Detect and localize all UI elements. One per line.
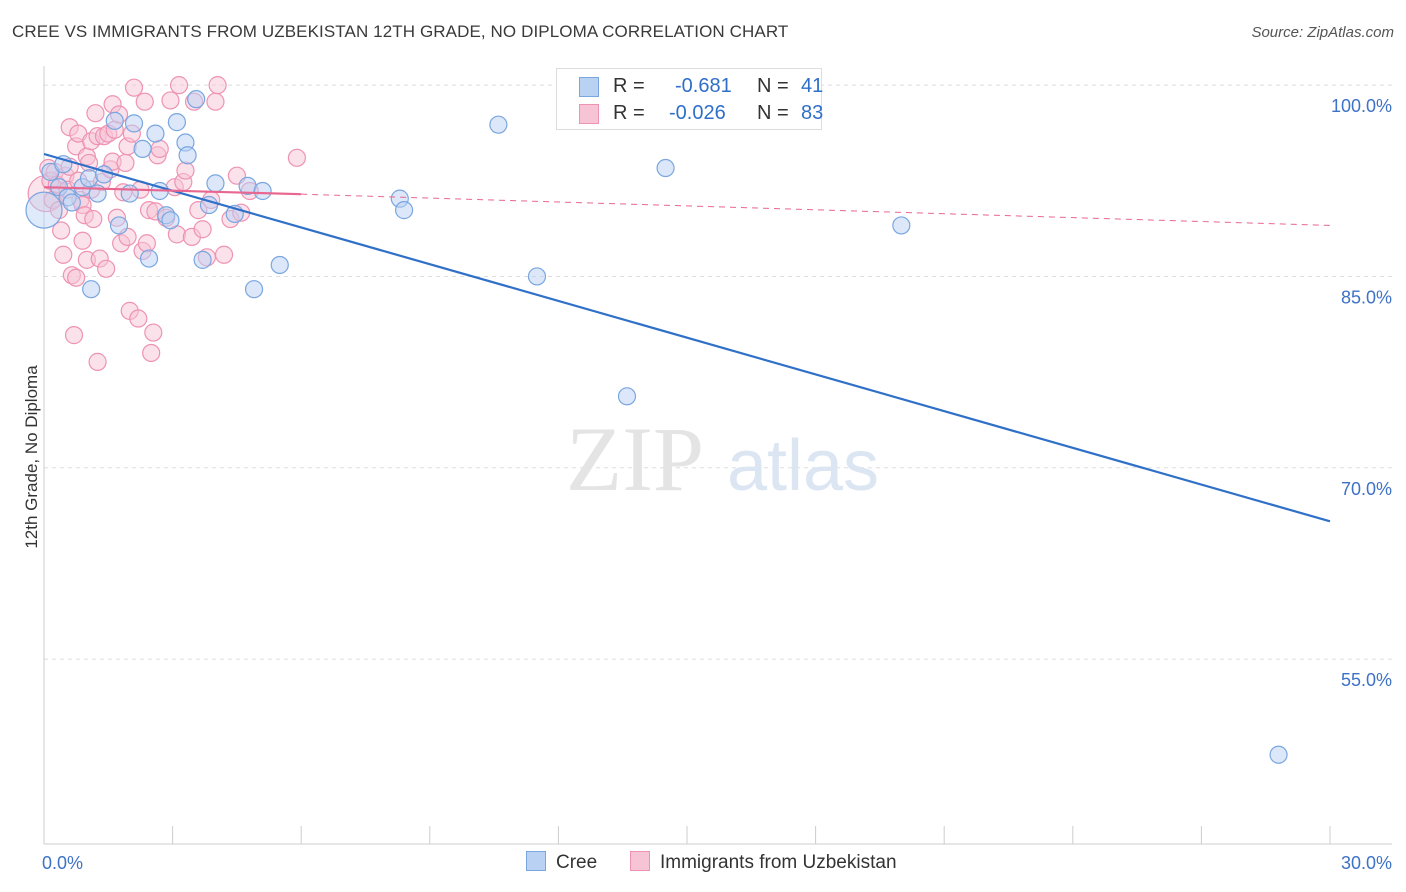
uzbekistan-point bbox=[287, 148, 307, 167]
x-tick-label: 30.0% bbox=[1341, 853, 1392, 873]
cree-point bbox=[527, 267, 547, 286]
uzbekistan-point bbox=[73, 231, 92, 250]
uzbekistan-point bbox=[84, 209, 103, 229]
y-tick-label: 85.0% bbox=[1341, 287, 1392, 307]
uzbekistan-point bbox=[52, 221, 71, 240]
legend-swatch-uzbekistan bbox=[579, 104, 599, 124]
cree-point bbox=[124, 114, 144, 133]
uzbekistan-point bbox=[161, 91, 180, 110]
cree-point bbox=[193, 250, 212, 269]
uzbekistan-point bbox=[129, 309, 148, 328]
cree-point bbox=[1269, 745, 1288, 764]
cree-point bbox=[82, 280, 101, 299]
uzbekistan-trend-line-dashed bbox=[301, 193, 1331, 226]
cree-point bbox=[178, 146, 197, 165]
cree-point bbox=[244, 280, 264, 299]
uzbekistan-point bbox=[169, 76, 189, 95]
source-label: Source: ZipAtlas.com bbox=[1251, 24, 1394, 41]
bottom-legend-label-cree: Cree bbox=[556, 852, 598, 873]
uzbekistan-point bbox=[86, 104, 105, 123]
legend-r-value: -0.681 bbox=[675, 75, 732, 97]
cree-point bbox=[109, 216, 129, 235]
cree-point bbox=[146, 124, 165, 143]
cree-point bbox=[187, 90, 206, 109]
cree-point bbox=[656, 158, 675, 178]
cree-point bbox=[489, 115, 508, 134]
uzbekistan-point bbox=[88, 352, 107, 371]
uzbekistan-point bbox=[142, 343, 161, 363]
cree-points bbox=[25, 90, 1288, 764]
legend-n-label: N = bbox=[757, 75, 789, 97]
cree-point bbox=[161, 211, 180, 230]
uzbekistan-point bbox=[193, 220, 212, 239]
uzbekistan-point bbox=[214, 245, 234, 264]
legend-swatch-cree bbox=[579, 77, 599, 97]
bottom-legend-uzbekistan: Immigrants from Uzbekistan bbox=[630, 851, 897, 874]
cree-point bbox=[62, 193, 81, 212]
cree-point bbox=[617, 387, 637, 406]
stats-legend: R = -0.681 N = 41 R = -0.026 N = 83 bbox=[556, 68, 824, 130]
uzbekistan-point bbox=[206, 92, 225, 111]
bottom-legend-swatch-cree bbox=[526, 851, 546, 871]
cree-trend-line bbox=[43, 152, 1331, 523]
uzbekistan-trend-line bbox=[43, 186, 302, 196]
cree-point bbox=[167, 113, 186, 132]
cree-point bbox=[120, 184, 139, 203]
y-axis-label: 12th Grade, No Diploma bbox=[22, 365, 41, 549]
cree-point bbox=[133, 139, 152, 159]
uzbekistan-point bbox=[116, 153, 135, 173]
cree-point bbox=[253, 181, 272, 201]
x-tick-label: 0.0% bbox=[42, 853, 83, 873]
y-tick-label: 55.0% bbox=[1341, 670, 1392, 690]
uzbekistan-point bbox=[150, 139, 169, 159]
grid-lines bbox=[44, 84, 1392, 660]
cree-point bbox=[79, 169, 99, 188]
cree-point bbox=[394, 201, 414, 220]
watermark-atlas: atlas bbox=[727, 426, 879, 506]
chart-title: CREE VS IMMIGRANTS FROM UZBEKISTAN 12TH … bbox=[12, 22, 789, 41]
cree-point bbox=[892, 216, 911, 235]
uzbekistan-point bbox=[176, 161, 195, 180]
uzbekistan-point bbox=[64, 326, 84, 345]
legend-r-label: R = bbox=[613, 75, 645, 97]
bottom-legend-swatch-uzbekistan bbox=[630, 851, 650, 871]
legend-r-value: -0.026 bbox=[669, 102, 726, 124]
uzbekistan-point bbox=[208, 76, 227, 95]
uzbekistan-point bbox=[67, 268, 86, 287]
uzbekistan-point bbox=[97, 259, 116, 278]
legend-n-value: 41 bbox=[801, 75, 824, 97]
tick-labels: 100.0% 85.0% 70.0% 55.0% 0.0% 30.0% bbox=[42, 96, 1392, 873]
uzbekistan-point bbox=[54, 245, 73, 264]
watermark-zip: ZIP bbox=[566, 408, 704, 510]
bottom-legend-label-uzbekistan: Immigrants from Uzbekistan bbox=[660, 852, 897, 873]
legend-n-value: 83 bbox=[801, 102, 824, 124]
uzbekistan-point bbox=[124, 78, 144, 97]
axes bbox=[43, 66, 1392, 845]
cree-point bbox=[105, 111, 124, 130]
cree-point bbox=[270, 255, 289, 275]
cree-point bbox=[206, 174, 225, 193]
cree-point bbox=[139, 249, 159, 268]
bottom-legend-cree: Cree bbox=[526, 851, 597, 874]
uzbekistan-point bbox=[137, 234, 156, 253]
uzbekistan-point bbox=[135, 92, 154, 111]
legend-n-label: N = bbox=[757, 102, 789, 124]
uzbekistan-point bbox=[144, 323, 163, 342]
y-tick-label: 70.0% bbox=[1341, 479, 1392, 499]
legend-r-label: R = bbox=[613, 102, 645, 124]
y-tick-label: 100.0% bbox=[1331, 96, 1392, 116]
cree-point bbox=[25, 191, 63, 229]
trend-lines bbox=[43, 152, 1331, 523]
